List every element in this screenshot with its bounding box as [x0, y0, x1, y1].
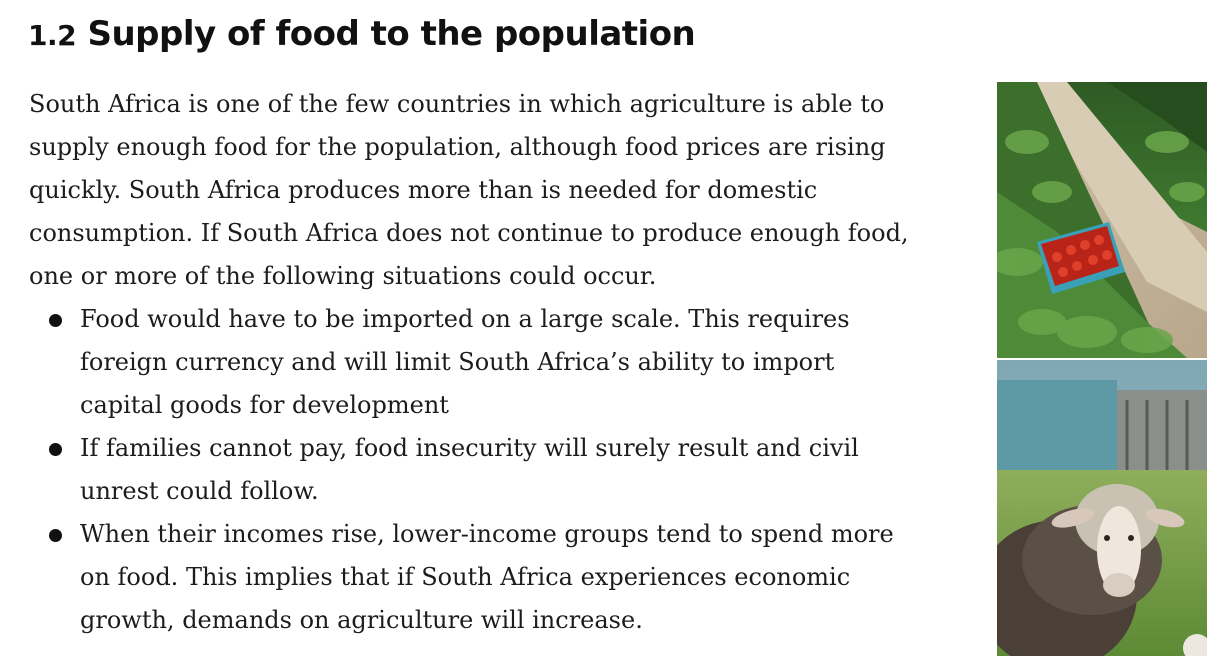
section-heading: 1.2 Supply of food to the population — [28, 8, 696, 62]
bullet-text: When their incomes rise, lower-income gr… — [80, 520, 894, 634]
bullet-dot-icon — [49, 314, 62, 327]
strawberry-field-photo — [997, 82, 1207, 358]
bullet-item-income-growth: When their incomes rise, lower-income gr… — [29, 513, 920, 642]
section-number: 1.2 — [28, 19, 77, 52]
bullet-dot-icon — [49, 443, 62, 456]
sheep-photo — [997, 360, 1207, 656]
section-title: Supply of food to the population — [87, 14, 696, 54]
bullet-item-imports: Food would have to be imported on a larg… — [29, 298, 920, 427]
photo-column — [997, 82, 1207, 656]
body-text: South Africa is one of the few countries… — [29, 83, 934, 642]
bullet-list: Food would have to be imported on a larg… — [29, 298, 934, 642]
bullet-text: If families cannot pay, food insecurity … — [80, 434, 859, 505]
bullet-text: Food would have to be imported on a larg… — [80, 305, 850, 419]
bullet-item-food-insecurity: If families cannot pay, food insecurity … — [29, 427, 920, 513]
bullet-dot-icon — [49, 529, 62, 542]
intro-paragraph: South Africa is one of the few countries… — [29, 90, 909, 290]
